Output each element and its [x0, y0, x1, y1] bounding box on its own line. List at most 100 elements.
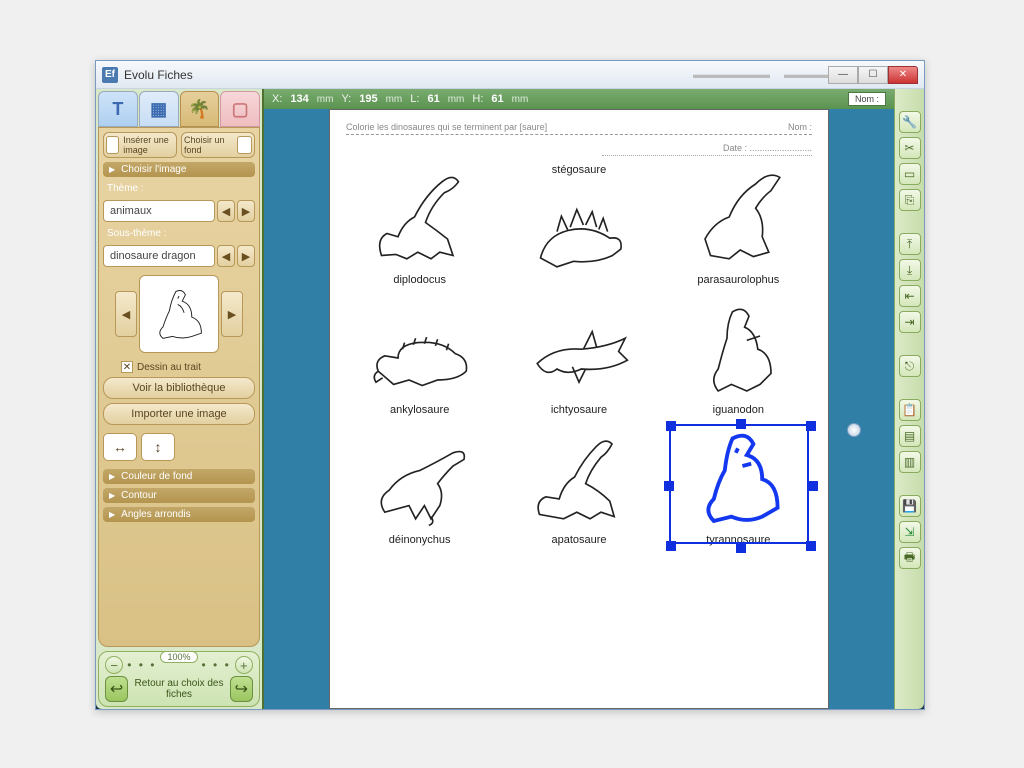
- tool-clipboard-icon[interactable]: 📋: [899, 399, 921, 421]
- scrollbar-track[interactable]: [848, 169, 860, 699]
- bg-color-header[interactable]: Couleur de fond: [103, 469, 255, 484]
- preview-image: [139, 275, 219, 353]
- tool-doc-icon[interactable]: ▥: [899, 451, 921, 473]
- dino-cell-tyrannosaure[interactable]: tyrannosaure: [665, 422, 812, 546]
- theme-prev-button[interactable]: ◀: [217, 200, 235, 222]
- worksheet-page[interactable]: Colorie les dinosaures qui se terminent …: [329, 109, 829, 709]
- selection-handle[interactable]: [736, 419, 746, 429]
- choose-image-header-label: Choisir l'image: [121, 164, 186, 175]
- bg-color-header-label: Couleur de fond: [121, 471, 192, 482]
- tool-cut-icon[interactable]: ✂: [899, 137, 921, 159]
- preview-next-button[interactable]: ▶: [221, 291, 243, 337]
- tool-paste-icon[interactable]: ▭: [899, 163, 921, 185]
- scrollbar-thumb[interactable]: [847, 423, 861, 437]
- preview-prev-button[interactable]: ◀: [115, 291, 137, 337]
- return-label: Retour au choix des fiches: [134, 678, 223, 700]
- line-drawing-checkbox[interactable]: ✕Dessin au trait: [103, 361, 255, 373]
- selection-box[interactable]: [669, 424, 809, 544]
- zoom-in-button[interactable]: +: [235, 656, 253, 674]
- theme-input[interactable]: animaux: [103, 200, 215, 222]
- resize-vertical-button[interactable]: ↕: [141, 433, 175, 461]
- contour-header[interactable]: Contour: [103, 488, 255, 503]
- tab-blur-1: ▬▬▬▬▬▬▬: [693, 69, 770, 81]
- rounded-header[interactable]: Angles arrondis: [103, 507, 255, 522]
- selection-handle[interactable]: [736, 543, 746, 553]
- minimize-button[interactable]: —: [828, 66, 858, 84]
- nav-back-button[interactable]: ↩: [105, 676, 128, 702]
- tab-text[interactable]: T: [98, 91, 138, 127]
- coord-l-unit: mm: [448, 94, 465, 105]
- tab-shape[interactable]: ▢: [220, 91, 260, 127]
- dino-cell-apatosaure[interactable]: apatosaure: [505, 422, 652, 546]
- theme-next-button[interactable]: ▶: [237, 200, 255, 222]
- dino-image: [673, 162, 803, 272]
- selection-handle[interactable]: [666, 541, 676, 551]
- window-title: Evolu Fiches: [124, 68, 679, 82]
- dino-label: diplodocus: [393, 274, 446, 286]
- import-image-button[interactable]: Importer une image: [103, 403, 255, 425]
- tool-export-icon[interactable]: ⇲: [899, 521, 921, 543]
- insert-image-button[interactable]: Insérer une image: [103, 132, 177, 158]
- tool-align-bottom-icon[interactable]: ⤓: [899, 259, 921, 281]
- nav-forward-button[interactable]: ↪: [230, 676, 253, 702]
- tab-blur-2: ▬▬▬▬: [784, 69, 828, 81]
- close-button[interactable]: ✕: [888, 66, 918, 84]
- coord-x-unit: mm: [317, 94, 334, 105]
- insert-image-label: Insérer une image: [123, 135, 174, 155]
- tool-layers-icon[interactable]: ▤: [899, 425, 921, 447]
- dino-image: [355, 422, 485, 532]
- line-drawing-label: Dessin au trait: [137, 362, 201, 373]
- dino-cell-stégosaure[interactable]: stégosaure: [505, 162, 652, 286]
- choose-bg-label: Choisir un fond: [184, 135, 233, 155]
- tool-copy-icon[interactable]: ⎘: [899, 189, 921, 211]
- tool-link-icon[interactable]: ⎋: [899, 355, 921, 377]
- dino-cell-iguanodon[interactable]: iguanodon: [665, 292, 812, 416]
- selection-handle[interactable]: [808, 481, 818, 491]
- dino-cell-parasaurolophus[interactable]: parasaurolophus: [665, 162, 812, 286]
- selection-handle[interactable]: [806, 541, 816, 551]
- resize-horizontal-button[interactable]: ↔: [103, 433, 137, 461]
- coord-x: 134: [290, 93, 308, 105]
- selection-handle[interactable]: [666, 421, 676, 431]
- page-nom: Nom :: [788, 122, 812, 132]
- tab-image[interactable]: 🌴: [180, 91, 220, 127]
- tab-table[interactable]: ▦: [139, 91, 179, 127]
- subtheme-input[interactable]: dinosaure dragon: [103, 245, 215, 267]
- dino-image: [514, 422, 644, 532]
- dino-label: ichtyosaure: [551, 404, 607, 416]
- coord-h-unit: mm: [512, 94, 529, 105]
- page-date: Date : .........................: [602, 143, 812, 156]
- coord-y: 195: [359, 93, 377, 105]
- selection-handle[interactable]: [664, 481, 674, 491]
- dino-image: [673, 292, 803, 402]
- choose-image-header[interactable]: Choisir l'image: [103, 162, 255, 177]
- app-icon: Ef: [102, 67, 118, 83]
- theme-label: Thème :: [103, 181, 255, 196]
- rounded-header-label: Angles arrondis: [121, 509, 190, 520]
- tool-align-left-icon[interactable]: ⇤: [899, 285, 921, 307]
- dino-cell-déinonychus[interactable]: déinonychus: [346, 422, 493, 546]
- choose-bg-button[interactable]: Choisir un fond: [181, 132, 255, 158]
- coord-l: 61: [427, 93, 439, 105]
- tool-print-icon[interactable]: 🖶: [899, 547, 921, 569]
- dino-cell-ankylosaure[interactable]: ankylosaure: [346, 292, 493, 416]
- canvas-area[interactable]: Colorie les dinosaures qui se terminent …: [264, 109, 894, 709]
- dino-cell-diplodocus[interactable]: diplodocus: [346, 162, 493, 286]
- subtheme-label: Sous-thème :: [103, 226, 255, 241]
- tool-align-right-icon[interactable]: ⇥: [899, 311, 921, 333]
- subtheme-next-button[interactable]: ▶: [237, 245, 255, 267]
- dino-cell-ichtyosaure[interactable]: ichtyosaure: [505, 292, 652, 416]
- tool-wrench-icon[interactable]: 🔧: [899, 111, 921, 133]
- subtheme-prev-button[interactable]: ◀: [217, 245, 235, 267]
- dino-image: [514, 170, 644, 280]
- tool-align-top-icon[interactable]: ⤒: [899, 233, 921, 255]
- titlebar: Ef Evolu Fiches ▬▬▬▬▬▬▬ ▬▬▬▬ — ☐ ✕: [96, 61, 924, 89]
- tool-save-icon[interactable]: 💾: [899, 495, 921, 517]
- maximize-button[interactable]: ☐: [858, 66, 888, 84]
- zoom-out-button[interactable]: −: [105, 656, 123, 674]
- coord-h: 61: [491, 93, 503, 105]
- view-library-button[interactable]: Voir la bibliothèque: [103, 377, 255, 399]
- selection-handle[interactable]: [806, 421, 816, 431]
- nav-panel: − • • • 100% • • • + ↩ Retour au choix d…: [98, 651, 260, 707]
- coordinate-bar: X:134mm Y:195mm L:61mm H:61mm Nom :: [264, 89, 894, 109]
